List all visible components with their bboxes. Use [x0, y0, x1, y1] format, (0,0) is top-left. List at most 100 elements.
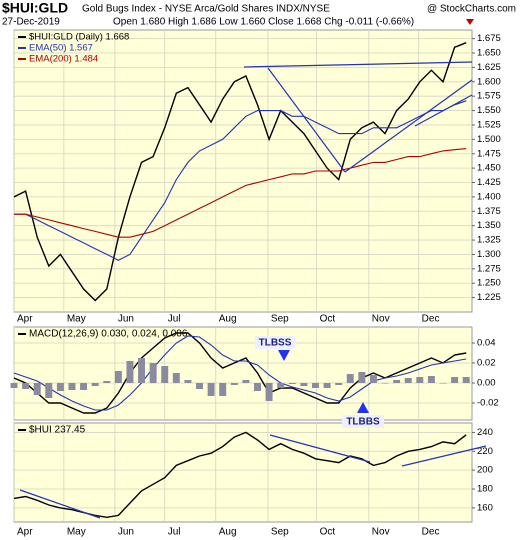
series-line — [14, 100, 467, 261]
x-tick-label: Nov — [372, 527, 390, 538]
plot-area — [13, 29, 473, 313]
x-tick-label: Oct — [320, 527, 336, 538]
histogram-bar — [138, 358, 146, 383]
histogram-bar — [381, 383, 389, 384]
x-tick-label: Jul — [168, 527, 181, 538]
y-tick-label: 0.04 — [477, 338, 496, 349]
down-arrow — [466, 19, 474, 25]
y-tick-label: 1.425 — [477, 177, 501, 188]
plot-area — [13, 422, 473, 523]
y-tick-label: 1.675 — [477, 33, 501, 44]
quote: Open 1.680 High 1.686 Low 1.660 Close 1.… — [113, 17, 414, 28]
x-tick-label: Oct — [320, 314, 336, 325]
histogram-bar — [184, 380, 192, 383]
histogram-bar — [277, 383, 285, 388]
x-tick-label: Sep — [271, 527, 289, 538]
x-tick-label: Apr — [17, 314, 33, 325]
histogram-bar — [323, 383, 331, 388]
arrow — [278, 350, 290, 361]
trend-line — [414, 94, 473, 127]
y-tick-label: 0.00 — [477, 378, 496, 389]
histogram-bar — [254, 383, 261, 391]
y-tick-label: 160 — [477, 502, 493, 513]
x-tick-label: Dec — [422, 314, 440, 325]
histogram-bar — [126, 361, 134, 383]
description: Gold Bugs Index - NYSE Arca/Gold Shares … — [82, 4, 330, 15]
y-tick-label: 1.400 — [477, 191, 501, 202]
symbol: $HUI:GLD — [2, 0, 68, 16]
y-tick-label: 1.600 — [477, 76, 501, 87]
x-tick-label: Jun — [118, 527, 134, 538]
histogram-bar — [300, 383, 308, 386]
histogram-bar — [68, 383, 76, 390]
histogram-bar — [196, 383, 203, 389]
panels: 1.225 1.250 1.275 1.300 1.325 1.350 1.375 1.400… — [10, 29, 501, 538]
y-tick-label: 1.250 — [477, 278, 501, 289]
annotation-box — [255, 336, 295, 349]
y-tick-label: 1.475 — [477, 148, 501, 159]
histogram-bar — [230, 383, 238, 385]
histogram-bar — [10, 383, 18, 388]
trend-line — [344, 79, 473, 173]
y-tick-label: 1.550 — [477, 105, 501, 116]
x-tick-label: Dec — [422, 527, 440, 538]
panel-label: MACD(12,26,9) 0.030, 0.024, 0.006 — [29, 329, 188, 340]
histogram-bar — [242, 380, 250, 383]
y-tick-label: 1.225 — [477, 292, 501, 303]
histogram-bar — [80, 383, 88, 390]
x-tick-label: May — [67, 314, 86, 325]
histogram-bar — [22, 383, 30, 389]
y-tick-label: 1.650 — [477, 48, 501, 59]
y-tick-label: 240 — [477, 427, 493, 438]
histogram-bar — [393, 380, 401, 383]
x-tick-label: Sep — [271, 314, 289, 325]
histogram-bar — [335, 383, 343, 385]
y-tick-label: 1.325 — [477, 235, 501, 246]
legend-label: EMA(50) 1.567 — [29, 43, 93, 54]
y-tick-label: 1.500 — [477, 134, 501, 145]
annotation: TLBBS — [346, 417, 380, 428]
x-tick-label: Aug — [219, 527, 237, 538]
histogram-bar — [172, 373, 180, 383]
overlay: TLBSS TLBBS — [19, 61, 487, 519]
date: 27-Dec-2019 — [2, 17, 60, 28]
trend-line — [269, 434, 371, 463]
legend-label: EMA(200) 1.484 — [29, 54, 98, 65]
histogram-bar — [404, 378, 412, 383]
trend-line — [401, 445, 487, 467]
y-tick-label: 200 — [477, 465, 493, 476]
series-line — [13, 335, 467, 411]
histogram-bar — [149, 363, 157, 383]
y-tick-label: 1.575 — [477, 91, 501, 102]
y-tick-label: 1.275 — [477, 263, 501, 274]
histogram-bar — [416, 377, 424, 383]
histogram-bar — [427, 376, 435, 383]
x-tick-label: May — [67, 527, 86, 538]
y-tick-label: 1.625 — [477, 62, 501, 73]
histogram-bar — [451, 377, 459, 383]
trend-line — [267, 67, 346, 173]
y-tick-label: 1.375 — [477, 206, 501, 217]
series-line — [14, 148, 467, 238]
x-tick-label: Aug — [219, 314, 237, 325]
source: @ StockCharts.com — [427, 4, 516, 15]
histogram-bar — [311, 383, 319, 388]
y-tick-label: 1.450 — [477, 163, 501, 174]
trend-line — [243, 61, 473, 68]
histogram-bar — [91, 383, 99, 386]
annotation: TLBSS — [259, 338, 292, 349]
histogram-bar — [45, 383, 53, 398]
y-tick-label: 180 — [477, 484, 493, 495]
series-line — [13, 42, 467, 302]
histogram-bar — [265, 383, 273, 401]
y-tick-label: 1.525 — [477, 119, 501, 130]
histogram-bar — [207, 383, 215, 396]
arrow — [357, 402, 369, 413]
x-tick-label: Jun — [118, 314, 134, 325]
trend-line — [19, 489, 101, 519]
y-tick-label: -0.02 — [477, 398, 499, 409]
y-tick-label: 220 — [477, 446, 493, 457]
y-tick-label: 1.300 — [477, 249, 501, 260]
histogram-bar — [346, 374, 354, 383]
histogram-bar — [219, 383, 227, 396]
